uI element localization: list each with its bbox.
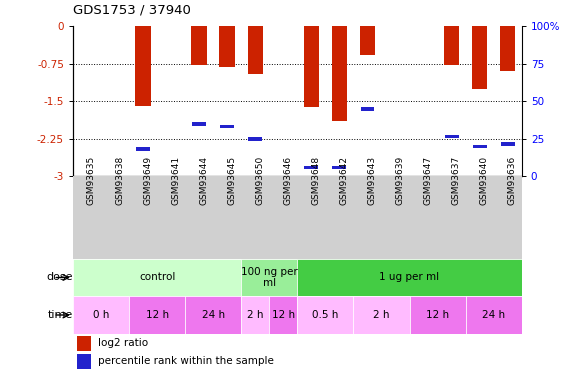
Bar — [444, 26, 459, 65]
Bar — [129, 296, 185, 334]
Text: GSM93643: GSM93643 — [367, 156, 376, 205]
Text: GSM93649: GSM93649 — [143, 156, 152, 205]
Text: GSM93635: GSM93635 — [87, 156, 96, 205]
Text: 12 h: 12 h — [145, 310, 169, 320]
Bar — [241, 259, 297, 296]
Text: control: control — [139, 273, 175, 282]
Bar — [410, 296, 466, 334]
Bar — [219, 26, 235, 67]
Bar — [249, 137, 262, 141]
Text: GSM93637: GSM93637 — [452, 156, 461, 205]
Bar — [73, 176, 522, 259]
Bar — [445, 135, 458, 138]
Bar — [360, 26, 375, 55]
Text: 100 ng per
ml: 100 ng per ml — [241, 267, 298, 288]
Text: GSM93641: GSM93641 — [171, 156, 180, 205]
Bar — [77, 354, 91, 369]
Text: GSM93636: GSM93636 — [508, 156, 517, 205]
Bar — [361, 107, 374, 111]
Bar — [191, 26, 207, 65]
Text: 12 h: 12 h — [272, 310, 295, 320]
Bar — [136, 147, 150, 150]
Text: time: time — [48, 310, 73, 320]
Text: GSM93642: GSM93642 — [339, 156, 348, 205]
Bar — [73, 259, 241, 296]
Bar — [332, 26, 347, 121]
Text: dose: dose — [47, 273, 73, 282]
Bar — [73, 296, 129, 334]
Text: GSM93648: GSM93648 — [311, 156, 320, 205]
Bar — [269, 296, 297, 334]
Text: 12 h: 12 h — [426, 310, 449, 320]
Text: GSM93644: GSM93644 — [199, 156, 208, 205]
Bar — [135, 26, 151, 106]
Text: GSM93640: GSM93640 — [480, 156, 489, 205]
Text: 0 h: 0 h — [93, 310, 109, 320]
Bar — [333, 165, 346, 169]
Text: GSM93638: GSM93638 — [115, 156, 124, 205]
Bar — [247, 26, 263, 74]
Bar — [305, 165, 318, 169]
Text: 0.5 h: 0.5 h — [312, 310, 339, 320]
Bar — [500, 26, 516, 71]
Bar — [185, 296, 241, 334]
Text: GDS1753 / 37940: GDS1753 / 37940 — [73, 4, 191, 17]
Bar — [304, 26, 319, 107]
Text: 24 h: 24 h — [201, 310, 225, 320]
Text: GSM93639: GSM93639 — [396, 156, 404, 205]
Text: 24 h: 24 h — [482, 310, 505, 320]
Bar — [353, 296, 410, 334]
Bar — [220, 124, 234, 128]
Bar — [472, 26, 488, 89]
Text: GSM93646: GSM93646 — [283, 156, 292, 205]
Text: percentile rank within the sample: percentile rank within the sample — [98, 357, 274, 366]
Text: GSM93647: GSM93647 — [424, 156, 433, 205]
Bar — [297, 296, 353, 334]
Text: log2 ratio: log2 ratio — [98, 339, 148, 348]
Text: 2 h: 2 h — [373, 310, 390, 320]
Bar — [241, 296, 269, 334]
Bar — [466, 296, 522, 334]
Bar — [473, 144, 486, 148]
Bar — [77, 336, 91, 351]
Bar — [192, 122, 206, 126]
Text: GSM93645: GSM93645 — [227, 156, 236, 205]
Text: 1 ug per ml: 1 ug per ml — [379, 273, 440, 282]
Text: 2 h: 2 h — [247, 310, 264, 320]
Bar — [297, 259, 522, 296]
Text: GSM93650: GSM93650 — [255, 156, 264, 205]
Bar — [501, 142, 514, 146]
